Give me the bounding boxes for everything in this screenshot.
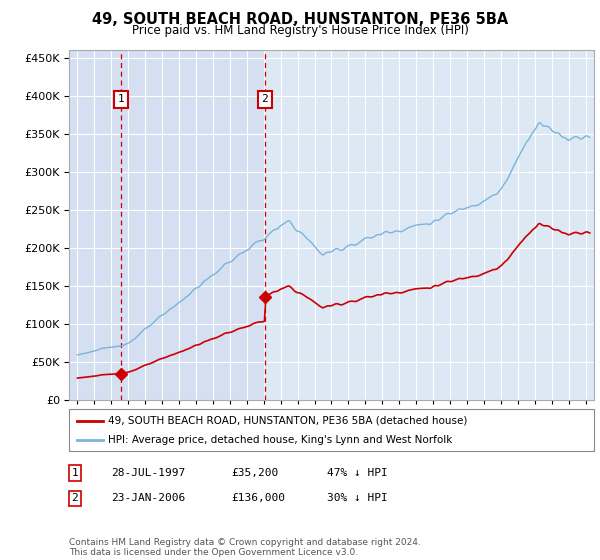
Text: Contains HM Land Registry data © Crown copyright and database right 2024.
This d: Contains HM Land Registry data © Crown c… [69,538,421,557]
Text: 1: 1 [118,95,124,104]
Text: 30% ↓ HPI: 30% ↓ HPI [327,493,388,503]
Text: HPI: Average price, detached house, King's Lynn and West Norfolk: HPI: Average price, detached house, King… [109,435,453,445]
Text: 49, SOUTH BEACH ROAD, HUNSTANTON, PE36 5BA: 49, SOUTH BEACH ROAD, HUNSTANTON, PE36 5… [92,12,508,27]
Text: 2: 2 [262,95,268,104]
FancyBboxPatch shape [69,409,594,451]
Text: £136,000: £136,000 [231,493,285,503]
Text: 1: 1 [71,468,79,478]
Text: 23-JAN-2006: 23-JAN-2006 [111,493,185,503]
Text: 49, SOUTH BEACH ROAD, HUNSTANTON, PE36 5BA (detached house): 49, SOUTH BEACH ROAD, HUNSTANTON, PE36 5… [109,416,468,426]
Bar [69,50,265,400]
Text: 28-JUL-1997: 28-JUL-1997 [111,468,185,478]
Text: Price paid vs. HM Land Registry's House Price Index (HPI): Price paid vs. HM Land Registry's House … [131,24,469,36]
Text: £35,200: £35,200 [231,468,278,478]
Text: 47% ↓ HPI: 47% ↓ HPI [327,468,388,478]
Text: 2: 2 [71,493,79,503]
